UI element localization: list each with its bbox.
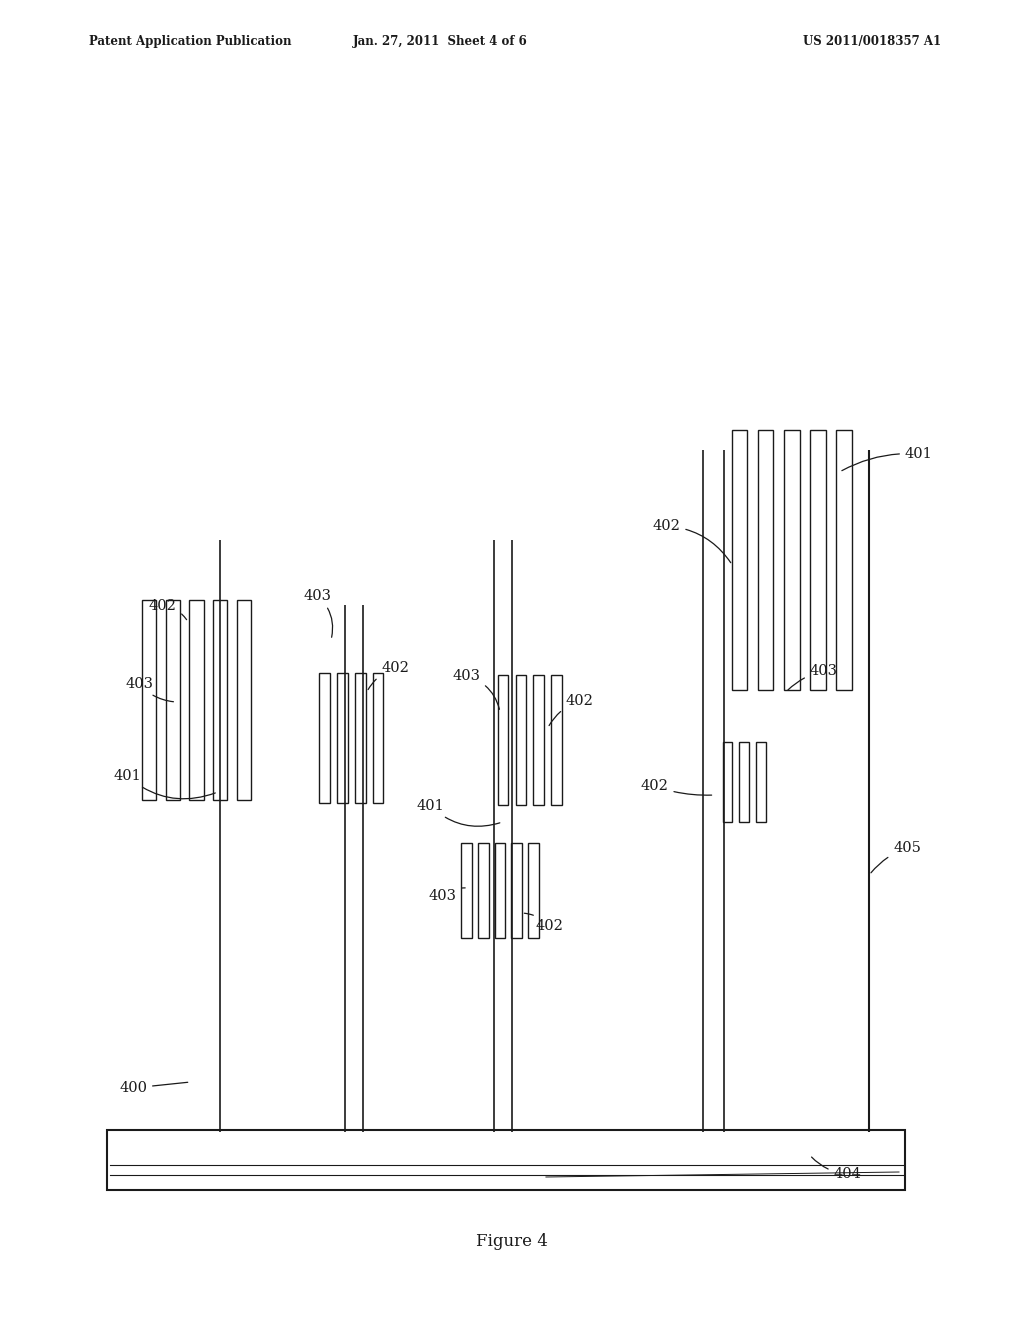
Bar: [784, 430, 800, 690]
Bar: [495, 842, 506, 937]
Text: 402: 402: [652, 519, 731, 562]
Text: 405: 405: [871, 841, 921, 873]
Bar: [462, 842, 472, 937]
Bar: [166, 601, 180, 800]
Text: Jan. 27, 2011  Sheet 4 of 6: Jan. 27, 2011 Sheet 4 of 6: [353, 36, 528, 49]
Bar: [739, 742, 749, 822]
Bar: [141, 601, 156, 800]
Bar: [534, 675, 544, 805]
Text: US 2011/0018357 A1: US 2011/0018357 A1: [803, 36, 941, 49]
Bar: [515, 675, 526, 805]
Bar: [511, 842, 522, 937]
Text: 403: 403: [787, 664, 838, 690]
Bar: [189, 601, 204, 800]
Bar: [756, 742, 766, 822]
Text: 403: 403: [429, 888, 465, 903]
Bar: [551, 675, 562, 805]
Text: 404: 404: [812, 1158, 861, 1181]
Text: 403: 403: [453, 669, 500, 709]
Text: 401: 401: [113, 770, 215, 799]
Text: Figure 4: Figure 4: [476, 1233, 548, 1250]
Text: 401: 401: [417, 799, 500, 826]
Text: 402: 402: [368, 661, 409, 689]
Bar: [108, 1130, 905, 1191]
Bar: [837, 430, 852, 690]
Bar: [319, 673, 330, 803]
Text: 403: 403: [125, 677, 173, 702]
Bar: [732, 430, 748, 690]
Bar: [723, 742, 732, 822]
Bar: [373, 673, 383, 803]
Bar: [528, 842, 539, 937]
Bar: [758, 430, 773, 690]
Bar: [237, 601, 251, 800]
Text: 400: 400: [119, 1081, 187, 1096]
Text: Patent Application Publication: Patent Application Publication: [89, 36, 292, 49]
Bar: [810, 430, 825, 690]
Text: 402: 402: [641, 779, 712, 795]
Text: 402: 402: [549, 694, 594, 726]
Text: 402: 402: [148, 599, 186, 619]
Text: 403: 403: [304, 589, 333, 638]
Bar: [478, 842, 488, 937]
Bar: [337, 673, 348, 803]
Text: 401: 401: [842, 447, 933, 471]
Bar: [498, 675, 509, 805]
Bar: [355, 673, 366, 803]
Bar: [213, 601, 227, 800]
Text: 402: 402: [524, 913, 563, 933]
